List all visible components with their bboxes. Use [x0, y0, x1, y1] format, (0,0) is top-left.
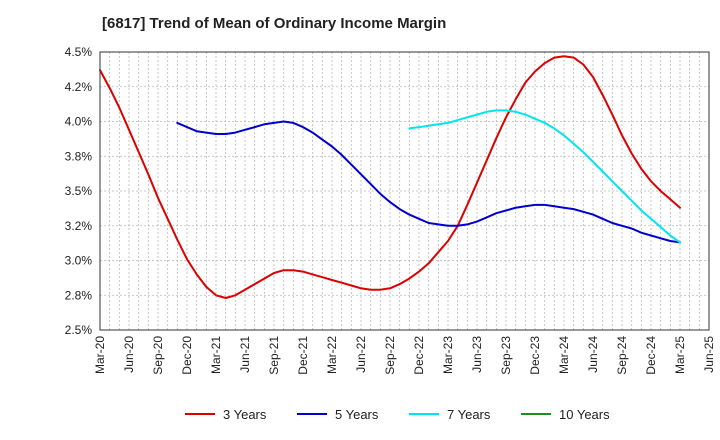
x-tick-label: Dec-20	[180, 336, 194, 375]
x-tick-label: Jun-20	[122, 336, 136, 373]
y-tick-label: 3.8%	[65, 149, 93, 163]
x-tick-label: Dec-23	[528, 336, 542, 375]
y-tick-label: 4.5%	[65, 45, 93, 59]
x-tick-label: Jun-25	[702, 336, 716, 373]
x-tick-label: Mar-25	[673, 336, 687, 374]
series-line-7-years	[408, 109, 681, 244]
y-tick-label: 2.8%	[65, 288, 93, 302]
y-tick-label: 4.2%	[65, 80, 93, 94]
x-tick-label: Dec-21	[296, 336, 310, 375]
y-tick-label: 3.0%	[65, 254, 93, 268]
x-tick-label: Mar-20	[93, 336, 107, 374]
x-tick-label: Sep-21	[267, 336, 281, 375]
x-tick-label: Dec-24	[644, 336, 658, 375]
x-tick-label: Mar-21	[209, 336, 223, 374]
series-line-3-years	[99, 55, 681, 299]
y-tick-label: 3.5%	[65, 184, 93, 198]
y-axis-ticks: 2.5% 2.8% 3.0% 3.2% 3.5% 3.8% 4.0% 4.2% 4.5%	[65, 45, 93, 337]
x-tick-label: Dec-22	[412, 336, 426, 375]
x-tick-label: Sep-24	[615, 336, 629, 375]
legend-label-7-years: 7 Years	[447, 407, 491, 422]
series-line-5-years	[176, 120, 681, 244]
legend-label-10-years: 10 Years	[559, 407, 610, 422]
x-tick-label: Sep-20	[151, 336, 165, 375]
grid-lines	[100, 52, 709, 330]
legend: 3 Years 5 Years 7 Years 10 Years	[185, 407, 610, 422]
legend-label-3-years: 3 Years	[223, 407, 267, 422]
x-tick-label: Jun-22	[354, 336, 368, 373]
chart-title: [6817] Trend of Mean of Ordinary Income …	[102, 15, 447, 32]
x-axis-ticks: Mar-20 Jun-20 Sep-20 Dec-20 Mar-21 Jun-21 Sep-…	[93, 336, 716, 375]
x-tick-label: Mar-23	[441, 336, 455, 374]
y-tick-label: 3.2%	[65, 219, 93, 233]
x-tick-label: Jun-23	[470, 336, 484, 373]
x-tick-label: Jun-21	[238, 336, 252, 373]
y-tick-label: 4.0%	[65, 115, 93, 129]
x-tick-label: Sep-22	[383, 336, 397, 375]
plot-frame	[99, 51, 710, 331]
x-tick-label: Jun-24	[586, 336, 600, 373]
x-tick-label: Mar-22	[325, 336, 339, 374]
x-tick-label: Sep-23	[499, 336, 513, 375]
y-tick-label: 2.5%	[65, 323, 93, 337]
series-lines	[99, 55, 681, 299]
legend-label-5-years: 5 Years	[335, 407, 379, 422]
x-tick-label: Mar-24	[557, 336, 571, 374]
